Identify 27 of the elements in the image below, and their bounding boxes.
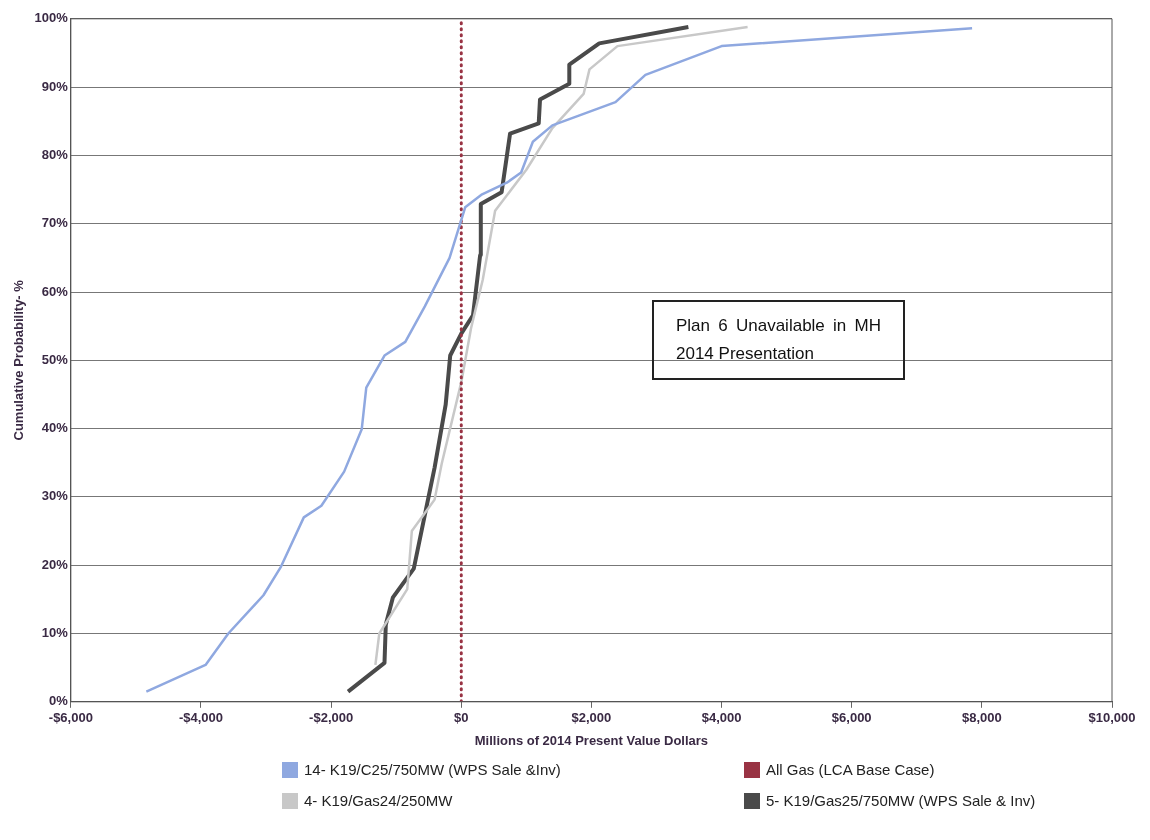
legend-label: 14- K19/C25/750MW (WPS Sale &Inv) [304,761,561,778]
y-tick-label: 90% [41,78,69,94]
y-tick-label: 10% [41,625,69,641]
y-axis-title: Cumulative Probability- % [11,279,27,441]
y-tick-label: 0% [49,693,69,709]
y-tick-label: 40% [41,420,69,436]
x-tick-label: $0 [454,710,469,726]
x-tick-label: -$6,000 [48,710,93,726]
x-tick-label: -$4,000 [178,710,224,726]
x-tick-label: $4,000 [701,710,742,726]
legend-label: 4- K19/Gas24/250MW [304,792,453,809]
annotation: Plan 6 Unavailable in MH 2014 Presentation [652,300,905,380]
y-tick-label: 50% [41,351,69,367]
x-tick-label: $10,000 [1088,710,1136,726]
legend-label: All Gas (LCA Base Case) [766,761,935,778]
y-tick-label: 60% [41,283,69,299]
y-tick-label: 80% [41,146,69,162]
x-tick-label: $2,000 [571,710,612,726]
y-tick-label: 30% [41,488,69,504]
legend-label: 5- K19/Gas25/750MW (WPS Sale & Inv) [766,792,1036,809]
x-axis-title: Millions of 2014 Present Value Dollars [474,732,709,748]
x-tick-label: -$2,000 [309,710,354,726]
x-tick-label: $8,000 [961,710,1002,726]
x-tick-label: $6,000 [831,710,872,726]
y-tick-label: 70% [41,215,69,231]
y-tick-label: 20% [41,556,69,572]
y-tick-label: 100% [34,10,69,26]
